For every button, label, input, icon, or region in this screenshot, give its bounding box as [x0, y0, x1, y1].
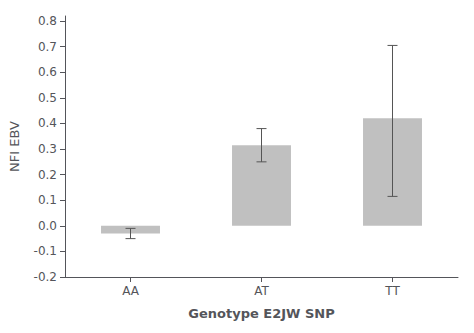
svg-text:0.4: 0.4 [38, 116, 57, 130]
svg-text:0.2: 0.2 [38, 168, 57, 182]
svg-text:0.8: 0.8 [38, 14, 57, 28]
svg-text:0.7: 0.7 [38, 40, 57, 54]
svg-text:NFI EBV: NFI EBV [7, 121, 22, 172]
svg-text:Genotype E2JW SNP: Genotype E2JW SNP [188, 306, 334, 321]
svg-text:0.3: 0.3 [38, 142, 57, 156]
svg-text:0.5: 0.5 [38, 91, 57, 105]
svg-text:-0.1: -0.1 [34, 244, 57, 258]
svg-text:0.0: 0.0 [38, 219, 57, 233]
svg-text:TT: TT [384, 284, 400, 298]
svg-text:-0.2: -0.2 [34, 270, 57, 284]
svg-text:AA: AA [122, 284, 140, 298]
svg-text:0.6: 0.6 [38, 65, 57, 79]
svg-text:AT: AT [254, 284, 269, 298]
svg-text:0.1: 0.1 [38, 193, 57, 207]
